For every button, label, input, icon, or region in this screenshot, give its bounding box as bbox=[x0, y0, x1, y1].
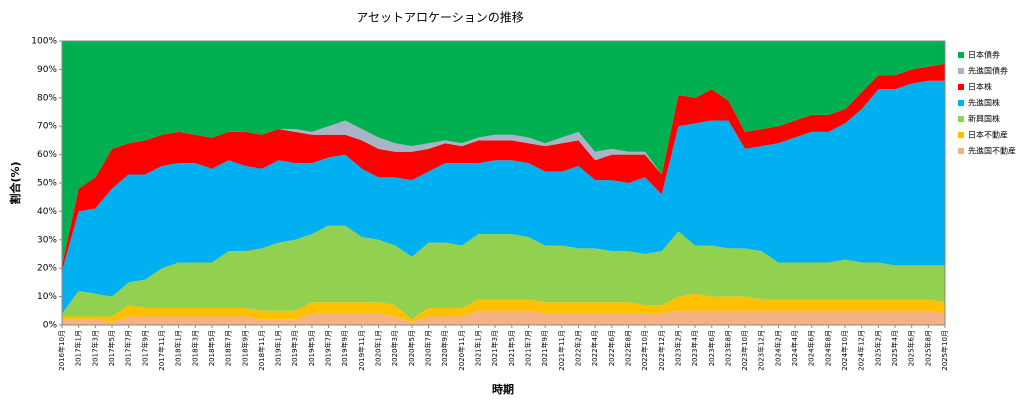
y-axis-label: 割合(%) bbox=[8, 161, 22, 204]
y-tick-label: 30% bbox=[37, 235, 57, 245]
x-tick-label: 2018年9月 bbox=[240, 330, 249, 366]
x-tick-label: 2017年11月 bbox=[157, 330, 166, 371]
x-tick-label: 2018年5月 bbox=[207, 330, 216, 366]
x-tick-label: 2019年7月 bbox=[324, 330, 333, 366]
area bbox=[62, 293, 945, 323]
legend-swatch bbox=[958, 100, 964, 106]
x-tick-label: 2023年12月 bbox=[757, 330, 766, 371]
x-tick-label: 2022年2月 bbox=[573, 330, 582, 366]
x-tick-label: 2020年5月 bbox=[407, 330, 416, 366]
y-tick-label: 0% bbox=[43, 321, 58, 331]
legend-label: 先進国不動産 bbox=[968, 146, 1016, 156]
x-axis-label: 時期 bbox=[492, 382, 514, 396]
x-tick-label: 2018年1月 bbox=[174, 330, 183, 366]
x-tick-label: 2023年8月 bbox=[723, 330, 732, 366]
x-tick-label: 2023年4月 bbox=[690, 330, 699, 366]
x-tick-label: 2022年4月 bbox=[590, 330, 599, 366]
x-tick-label: 2018年11月 bbox=[257, 330, 266, 371]
x-tick-label: 2021年5月 bbox=[507, 330, 516, 366]
x-tick-label: 2024年8月 bbox=[823, 330, 832, 366]
x-tick-label: 2020年1月 bbox=[374, 330, 383, 366]
y-tick-label: 60% bbox=[37, 150, 57, 160]
area bbox=[62, 63, 945, 272]
legend-label: 先進国株 bbox=[968, 98, 1000, 108]
x-tick-label: 2024年4月 bbox=[790, 330, 799, 366]
x-tick-label: 2017年3月 bbox=[90, 330, 99, 366]
legend-swatch bbox=[958, 84, 964, 90]
x-tick-label: 2020年3月 bbox=[390, 330, 399, 366]
x-tick-label: 2023年6月 bbox=[707, 330, 716, 366]
x-tick-label: 2024年6月 bbox=[807, 330, 816, 366]
x-tick-label: 2017年5月 bbox=[107, 330, 116, 366]
legend-label: 日本債券 bbox=[968, 50, 1000, 60]
x-tick-label: 2024年2月 bbox=[773, 330, 782, 366]
area bbox=[62, 310, 945, 325]
x-tick-label: 2025年6月 bbox=[907, 330, 916, 366]
x-tick-label: 2022年12月 bbox=[657, 330, 666, 371]
x-tick-label: 2020年11月 bbox=[457, 330, 466, 371]
legend-swatch bbox=[958, 68, 964, 74]
x-tick-label: 2023年2月 bbox=[673, 330, 682, 366]
x-tick-label: 2021年11月 bbox=[557, 330, 566, 371]
legend-swatch bbox=[958, 116, 964, 122]
y-tick-label: 100% bbox=[31, 37, 57, 47]
x-tick-label: 2016年10月 bbox=[57, 330, 66, 371]
x-tick-label: 2020年9月 bbox=[440, 330, 449, 366]
area bbox=[62, 41, 945, 266]
x-tick-label: 2021年3月 bbox=[490, 330, 499, 366]
x-tick-label: 2022年8月 bbox=[623, 330, 632, 366]
area bbox=[62, 225, 945, 320]
legend-label: 日本株 bbox=[968, 82, 992, 92]
x-tick-label: 2025年4月 bbox=[890, 330, 899, 366]
x-tick-label: 2021年7月 bbox=[523, 330, 532, 366]
legend-label: 新興国株 bbox=[968, 114, 1000, 124]
x-tick-label: 2022年10月 bbox=[640, 330, 649, 371]
x-tick-label: 2020年7月 bbox=[424, 330, 433, 366]
y-tick-label: 50% bbox=[37, 179, 57, 189]
x-tick-label: 2025年8月 bbox=[923, 330, 932, 366]
y-tick-label: 80% bbox=[37, 93, 57, 103]
x-tick-label: 2023年10月 bbox=[740, 330, 749, 371]
legend-label: 日本不動産 bbox=[968, 130, 1008, 140]
x-tick-label: 2024年10月 bbox=[840, 330, 849, 371]
x-tick-label: 2018年3月 bbox=[190, 330, 199, 366]
legend-label: 先進国債券 bbox=[968, 66, 1008, 76]
x-tick-label: 2019年9月 bbox=[340, 330, 349, 366]
y-tick-label: 20% bbox=[37, 264, 57, 274]
x-tick-label: 2017年9月 bbox=[140, 330, 149, 366]
y-tick-label: 70% bbox=[37, 122, 57, 132]
area bbox=[62, 80, 945, 314]
x-tick-label: 2021年9月 bbox=[540, 330, 549, 366]
legend-swatch bbox=[958, 148, 964, 154]
x-tick-label: 2019年5月 bbox=[307, 330, 316, 366]
x-tick-label: 2017年1月 bbox=[74, 330, 83, 366]
legend-swatch bbox=[958, 132, 964, 138]
legend-swatch bbox=[958, 52, 964, 58]
x-tick-label: 2018年7月 bbox=[224, 330, 233, 366]
x-tick-label: 2019年3月 bbox=[290, 330, 299, 366]
y-tick-label: 40% bbox=[37, 207, 57, 217]
x-tick-label: 2017年7月 bbox=[124, 330, 133, 366]
x-tick-label: 2025年10月 bbox=[940, 330, 949, 371]
x-tick-label: 2022年6月 bbox=[607, 330, 616, 366]
x-tick-label: 2021年1月 bbox=[474, 330, 483, 366]
x-tick-label: 2019年11月 bbox=[357, 330, 366, 371]
x-tick-label: 2025年2月 bbox=[873, 330, 882, 366]
y-tick-label: 10% bbox=[37, 292, 57, 302]
chart-title: アセットアロケーションの推移 bbox=[356, 11, 524, 25]
y-tick-label: 90% bbox=[37, 65, 57, 75]
x-tick-label: 2024年12月 bbox=[857, 330, 866, 371]
x-tick-label: 2019年1月 bbox=[274, 330, 283, 366]
